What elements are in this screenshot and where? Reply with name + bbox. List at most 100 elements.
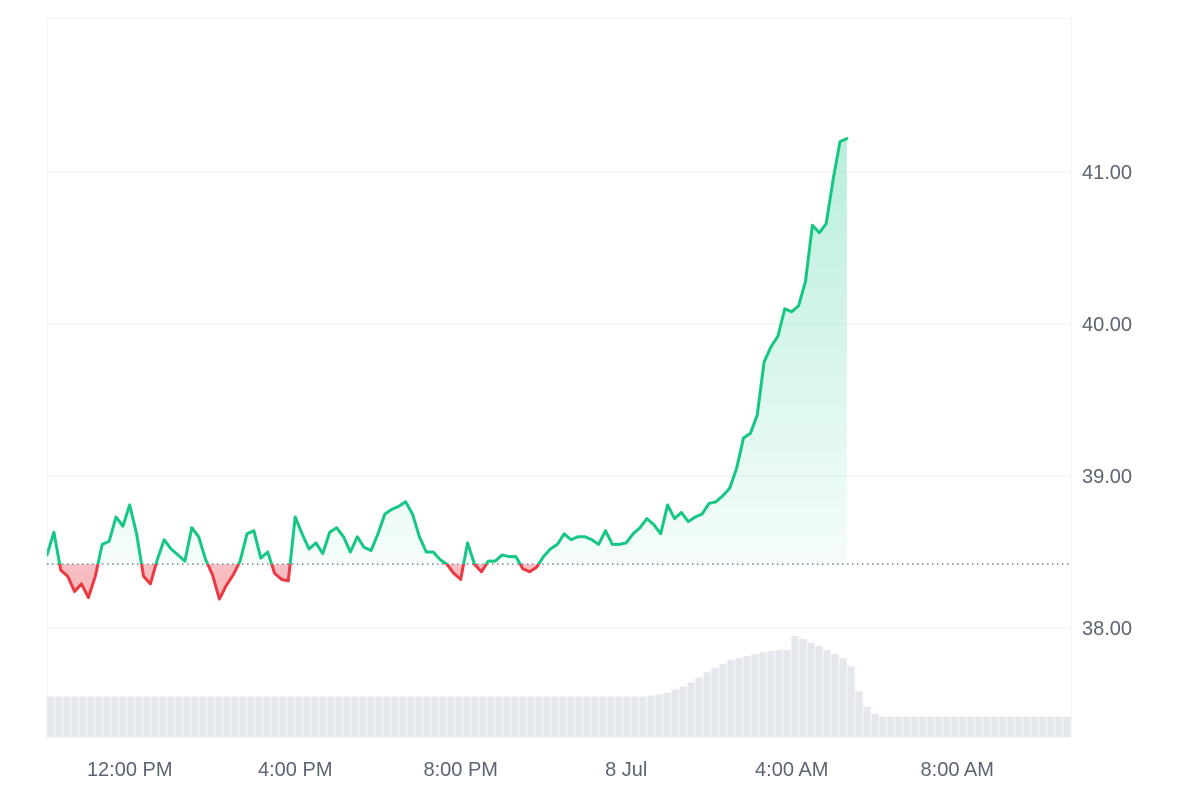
volume-bar — [311, 696, 319, 737]
y-tick-label: 40.00 — [1082, 314, 1132, 336]
volume-bar — [63, 696, 71, 737]
volume-bar — [775, 650, 783, 737]
volume-bar — [919, 716, 927, 737]
volume-bar — [1015, 716, 1023, 737]
volume-bar — [1023, 716, 1031, 737]
volume-bar — [655, 694, 663, 737]
volume-bar — [295, 696, 303, 737]
volume-bar — [911, 716, 919, 737]
volume-bar — [807, 643, 815, 737]
volume-bar — [71, 696, 79, 737]
volume-bar — [247, 696, 255, 737]
volume-bar — [623, 696, 631, 737]
volume-bar — [823, 650, 831, 737]
volume-bar — [687, 682, 695, 737]
volume-bar — [1055, 716, 1063, 737]
volume-bar — [903, 716, 911, 737]
volume-bar — [1039, 716, 1047, 737]
volume-bar — [815, 646, 823, 737]
volume-bar — [959, 716, 967, 737]
volume-bar — [119, 696, 127, 737]
volume-bar — [583, 696, 591, 737]
x-tick-label: 8:00 AM — [921, 759, 994, 781]
volume-bar — [143, 696, 151, 737]
volume-bar — [519, 696, 527, 737]
volume-bar — [615, 696, 623, 737]
volume-bar — [951, 716, 959, 737]
x-tick-label: 8:00 PM — [423, 759, 497, 781]
volume-bar — [1063, 716, 1071, 737]
volume-bar — [415, 696, 423, 737]
volume-bar — [975, 716, 983, 737]
x-tick-label: 4:00 AM — [755, 759, 828, 781]
volume-bar — [263, 696, 271, 737]
volume-bar — [303, 696, 311, 737]
x-tick-label: 8 Jul — [605, 759, 647, 781]
volume-bar — [743, 656, 751, 737]
volume-bar — [679, 686, 687, 737]
price-line-above-baseline — [47, 137, 849, 565]
area-layer — [47, 138, 847, 600]
volume-bar — [671, 689, 679, 737]
volume-bar — [103, 696, 111, 737]
volume-bar — [95, 696, 103, 737]
volume-bar — [559, 696, 567, 737]
volume-bar — [695, 677, 703, 737]
volume-bar — [175, 696, 183, 737]
volume-bar — [399, 696, 407, 737]
volume-bar — [207, 696, 215, 737]
volume-bar — [991, 716, 999, 737]
volume-bar — [863, 706, 871, 737]
volume-bar — [55, 696, 63, 737]
volume-bar — [279, 696, 287, 737]
y-tick-label: 38.00 — [1082, 618, 1132, 640]
volume-bar — [927, 716, 935, 737]
volume-bar — [535, 696, 543, 737]
volume-bar — [551, 696, 559, 737]
volume-bar — [487, 696, 495, 737]
volume-bar — [223, 696, 231, 737]
volume-bar — [495, 696, 503, 737]
volume-bar — [479, 696, 487, 737]
volume-bar — [647, 695, 655, 737]
volume-bar — [471, 696, 479, 737]
x-tick-label: 4:00 PM — [258, 759, 332, 781]
volume-bar — [943, 716, 951, 737]
volume-bar — [1007, 716, 1015, 737]
volume-bar — [711, 668, 719, 737]
volume-bar — [783, 650, 791, 737]
volume-bar — [431, 696, 439, 737]
volume-bar — [719, 664, 727, 737]
volume-bar — [527, 696, 535, 737]
volume-bar — [1047, 716, 1055, 737]
y-tick-label: 41.00 — [1082, 162, 1132, 184]
volume-bar — [255, 696, 263, 737]
volume-bar — [47, 696, 55, 737]
volume-bar — [631, 696, 639, 737]
volume-bar — [663, 692, 671, 737]
volume-bar — [151, 696, 159, 737]
volume-bar — [735, 658, 743, 737]
volume-bar — [567, 696, 575, 737]
volume-bar — [231, 696, 239, 737]
volume-bar — [607, 696, 615, 737]
volume-bar — [639, 696, 647, 737]
plot-frame — [46, 17, 1072, 738]
volume-bar — [407, 696, 415, 737]
volume-bar — [447, 696, 455, 737]
volume-bar — [183, 696, 191, 737]
volume-bar — [215, 696, 223, 737]
volume-bar — [167, 696, 175, 737]
volume-bar — [879, 716, 887, 737]
volume-bar — [759, 652, 767, 737]
price-line-layer — [47, 137, 849, 601]
volume-bar — [831, 654, 839, 737]
volume-bar — [887, 716, 895, 737]
volume-bar — [423, 696, 431, 737]
volume-bar — [239, 696, 247, 737]
volume-bar — [703, 672, 711, 737]
y-axis: 38.00 39.00 40.00 41.00 — [1082, 162, 1132, 640]
volume-bar — [983, 716, 991, 737]
volume-bar — [1031, 716, 1039, 737]
